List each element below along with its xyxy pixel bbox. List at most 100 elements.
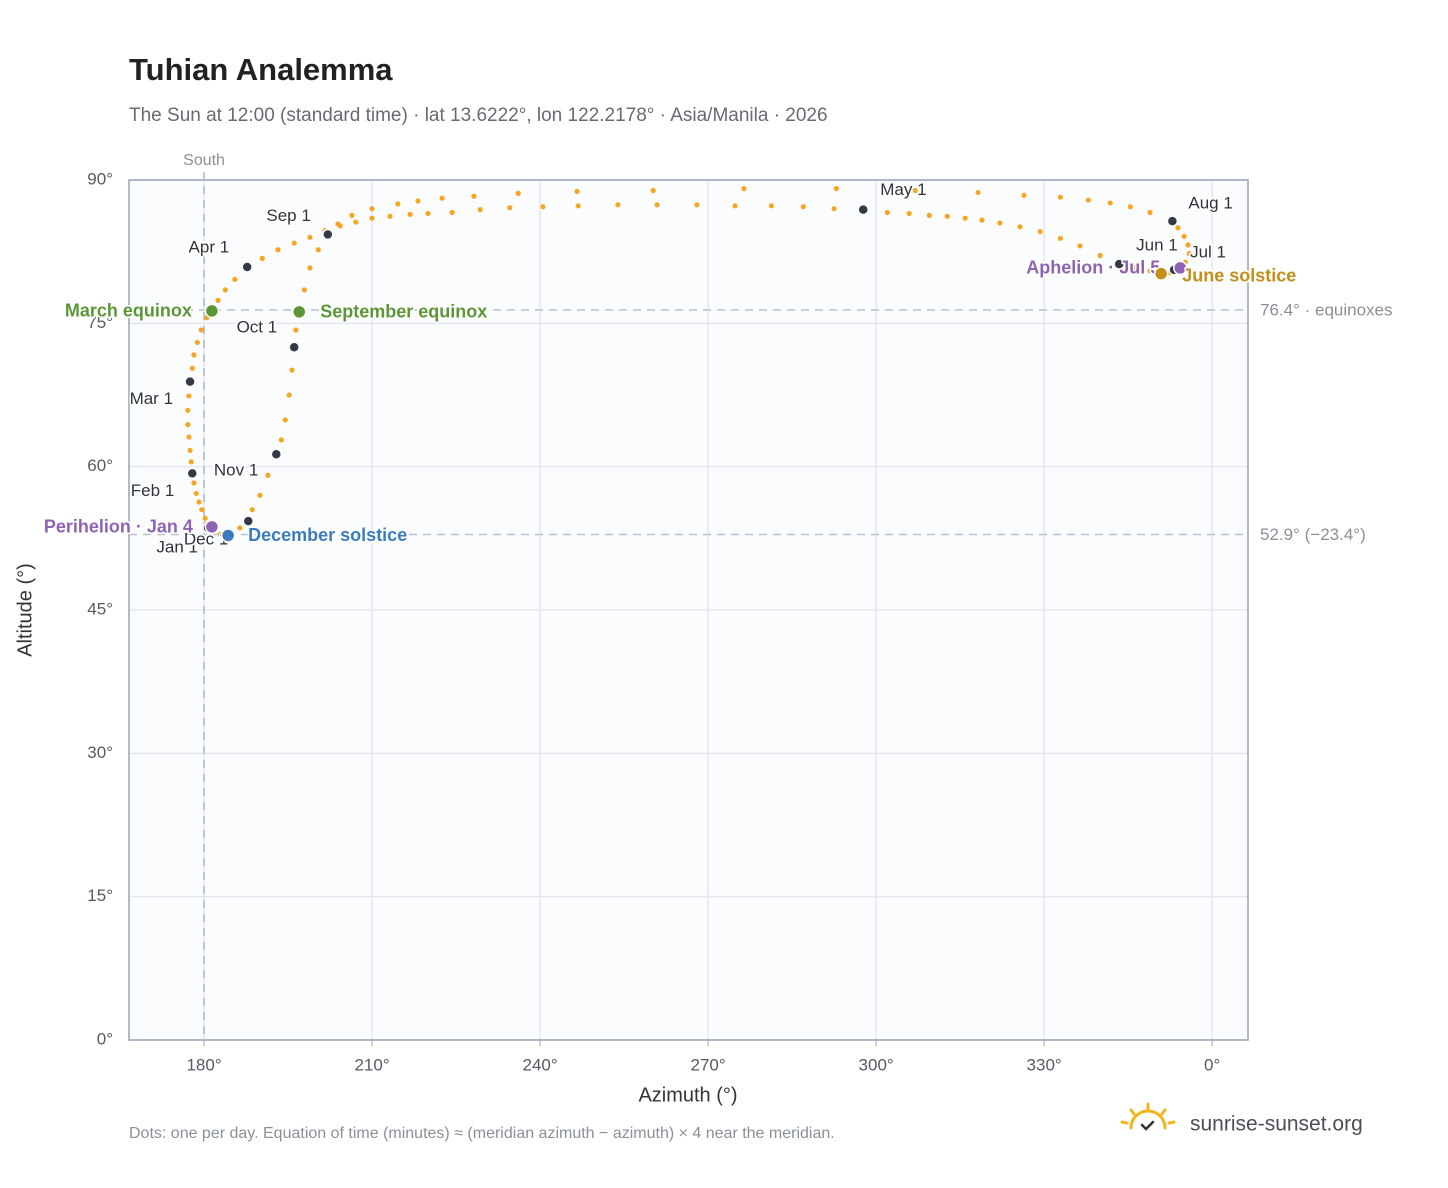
daily-dot [449, 209, 455, 216]
y-tick-label: 15° [87, 886, 113, 905]
month-label: Feb 1 [131, 481, 174, 500]
event-label: June solstice [1182, 265, 1296, 285]
x-tick-label: 180° [186, 1055, 221, 1074]
daily-dot [615, 202, 621, 208]
x-tick-label: 0° [1204, 1055, 1220, 1074]
daily-dot [884, 209, 890, 216]
daily-dot [944, 213, 950, 219]
daily-dot [237, 525, 243, 531]
daily-dot [1021, 192, 1027, 198]
daily-dot [507, 205, 513, 211]
daily-dot [515, 190, 521, 196]
daily-dot [768, 203, 774, 209]
daily-dot [249, 507, 255, 513]
daily-dot [926, 212, 932, 218]
daily-dot [275, 247, 281, 253]
month-marker [184, 375, 196, 388]
month-marker [242, 515, 255, 527]
daily-dot [979, 217, 985, 223]
daily-dot [962, 215, 968, 221]
event-marker [292, 304, 307, 320]
daily-dot [1017, 224, 1023, 230]
daily-dot [574, 188, 580, 195]
daily-dot [222, 287, 228, 293]
daily-dot [257, 492, 263, 498]
daily-dot [1181, 233, 1187, 239]
y-tick-label: 0° [97, 1029, 113, 1048]
footnote: Dots: one per day. Equation of time (min… [129, 1125, 835, 1142]
daily-dot [1057, 194, 1063, 200]
month-label: Apr 1 [189, 237, 230, 256]
daily-dot [265, 472, 271, 478]
y-tick-label: 60° [87, 456, 113, 475]
daily-dot [654, 202, 660, 208]
x-axis-title: Azimuth (°) [638, 1084, 737, 1106]
x-tick-label: 270° [691, 1055, 726, 1074]
daily-dot [1175, 225, 1181, 231]
chart-subtitle: The Sun at 12:00 (standard time) · lat 1… [129, 105, 828, 126]
daily-dot [293, 327, 299, 333]
daily-dot [1147, 209, 1153, 216]
daily-dot [369, 215, 375, 221]
y-tick-label: 30° [87, 743, 113, 762]
daily-dot [307, 234, 313, 240]
daily-dot [189, 365, 195, 371]
month-label: Oct 1 [237, 318, 278, 337]
event-label: March equinox [65, 301, 192, 321]
month-marker [288, 341, 300, 353]
y-tick-label: 45° [87, 599, 113, 618]
daily-dot [196, 499, 202, 505]
daily-dot [831, 206, 837, 212]
daily-dot [477, 207, 483, 213]
daily-dot [540, 204, 546, 210]
daily-dot [187, 447, 193, 454]
event-label: December solstice [248, 525, 407, 545]
month-label: May 1 [880, 180, 926, 199]
event-marker [1172, 260, 1188, 276]
daily-dot [1185, 242, 1191, 248]
brand-logo [1120, 1102, 1176, 1131]
daily-dot [975, 189, 981, 196]
daily-dot [912, 187, 918, 194]
daily-dot [301, 287, 307, 293]
event-label: Perihelion · Jan 4 [44, 517, 193, 537]
daily-dot [194, 339, 200, 346]
month-label: Aug 1 [1188, 194, 1232, 213]
daily-dot [997, 220, 1003, 226]
event-marker [220, 528, 236, 543]
event-label: September equinox [320, 302, 487, 322]
daily-dot [833, 186, 839, 192]
event-marker [1153, 266, 1169, 281]
daily-dot [1077, 243, 1083, 249]
daily-dot [335, 221, 341, 227]
month-marker [1166, 215, 1179, 227]
x-tick-label: 240° [522, 1055, 557, 1074]
daily-dot [906, 210, 912, 217]
month-marker [241, 261, 253, 273]
daily-dot [349, 212, 355, 218]
daily-dot [282, 417, 288, 423]
month-label: Dec 1 [184, 530, 228, 549]
brand-name: sunrise-sunset.org [1190, 1113, 1363, 1136]
month-marker [186, 467, 199, 480]
daily-dot [1186, 250, 1192, 257]
y-tick-label: 90° [87, 169, 113, 188]
daily-dot [425, 210, 431, 217]
daily-dot [395, 201, 401, 207]
daily-dot [732, 203, 738, 209]
daily-dot [289, 367, 295, 373]
month-marker [1113, 258, 1125, 270]
daily-dot [575, 203, 581, 209]
x-tick-label: 210° [354, 1055, 389, 1074]
daily-dot [1107, 200, 1113, 206]
daily-dot [1132, 265, 1139, 271]
month-label: Nov 1 [214, 461, 258, 480]
month-label: Jun 1 [1136, 236, 1178, 255]
x-tick-label: 300° [859, 1055, 894, 1074]
daily-dot [202, 515, 208, 521]
daily-dot [1127, 204, 1133, 210]
month-label: Jul 1 [1190, 242, 1226, 261]
daily-dot [694, 202, 700, 208]
daily-dot [185, 422, 191, 428]
